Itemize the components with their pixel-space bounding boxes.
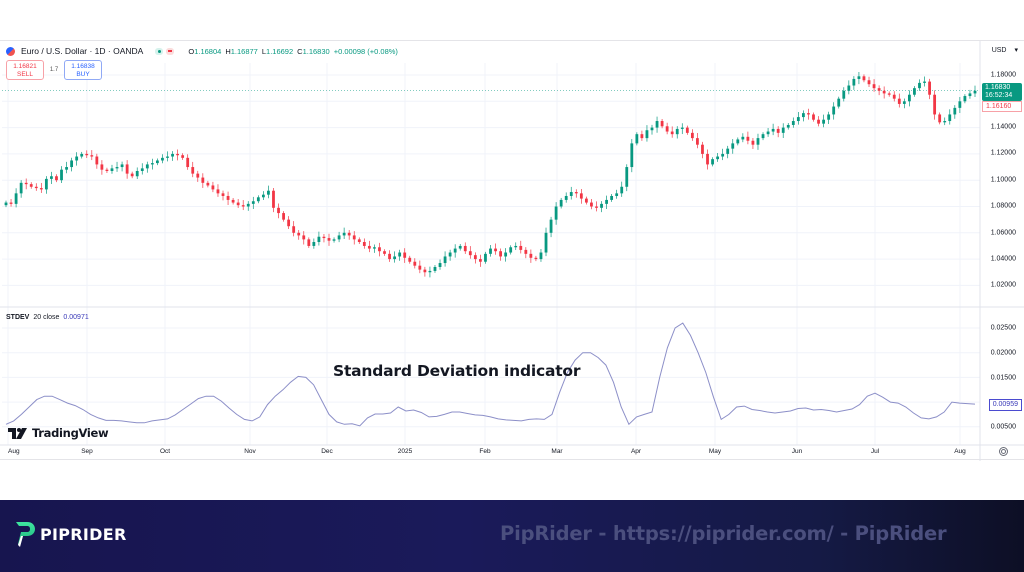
symbol-title[interactable]: Euro / U.S. Dollar · 1D · OANDA xyxy=(21,46,144,56)
time-tick: 2025 xyxy=(397,448,413,455)
price-tick: 1.04000 xyxy=(990,255,1016,263)
footer-banner: PIPRIDER PipRider - https://piprider.com… xyxy=(0,500,1024,572)
price-axis[interactable]: 1.18000 1.14000 1.12000 1.10000 1.08000 … xyxy=(978,41,1024,461)
ohlc-values: O1.16804 H1.16877 L1.16692 C1.16830 +0.0… xyxy=(188,46,398,56)
time-tick: Aug xyxy=(954,448,966,455)
sell-label: SELL xyxy=(17,71,33,78)
stdev-line xyxy=(5,322,976,427)
symbol-header: Euro / U.S. Dollar · 1D · OANDA O1.16804… xyxy=(6,46,398,56)
market-open-icon xyxy=(155,47,164,55)
buy-price: 1.16838 xyxy=(71,63,95,70)
currency-label: USD xyxy=(991,46,1007,54)
indicator-params: 20 close xyxy=(33,314,60,321)
footer-watermark: PipRider - https://piprider.com/ - PipRi… xyxy=(500,522,947,545)
stdev-tick: 0.02500 xyxy=(990,324,1016,332)
buy-label: BUY xyxy=(76,71,90,78)
open-value: 1.16804 xyxy=(194,46,222,56)
piprider-wordmark: PIPRIDER xyxy=(40,524,127,544)
price-tick: 1.18000 xyxy=(990,71,1016,79)
high-value: 1.16877 xyxy=(230,46,258,56)
price-tick: 1.08000 xyxy=(990,202,1016,210)
stdev-tick: 0.02000 xyxy=(990,349,1016,357)
currency-pair-icon xyxy=(6,46,15,56)
price-tick: 1.14000 xyxy=(990,123,1016,131)
time-tick: Feb xyxy=(479,448,491,455)
tradingview-icon xyxy=(8,427,27,439)
trade-panel: 1.16821 SELL 1.7 1.16838 BUY xyxy=(6,60,102,80)
data-delay-icon xyxy=(166,47,175,55)
time-tick: Oct xyxy=(159,448,171,455)
piprider-logo[interactable]: PIPRIDER xyxy=(14,520,127,548)
sell-button[interactable]: 1.16821 SELL xyxy=(6,60,44,80)
time-axis[interactable]: Aug Sep Oct Nov Dec 2025 Feb Mar Apr May Jun Jul Aug xyxy=(0,446,980,460)
chart-annotation: Standard Deviation indicator xyxy=(333,362,581,380)
time-tick: Mar xyxy=(551,448,563,455)
price-tick: 1.12000 xyxy=(990,149,1016,157)
indicator-legend[interactable]: STDEV 20 close 0.00971 xyxy=(6,314,89,321)
close-value: 1.16830 xyxy=(302,46,330,56)
price-tick: 1.06000 xyxy=(990,229,1016,237)
low-value: 1.16692 xyxy=(266,46,294,56)
time-tick: Sep xyxy=(81,448,93,455)
last-price: 1.16830 xyxy=(985,84,1011,91)
spread-value: 1.7 xyxy=(49,67,59,73)
time-tick: Nov xyxy=(244,448,256,455)
tradingview-wordmark: TradingView xyxy=(32,426,109,440)
price-tick: 1.10000 xyxy=(990,176,1016,184)
stdev-tick: 0.00500 xyxy=(990,423,1016,431)
settings-gear-icon[interactable] xyxy=(999,447,1008,456)
time-tick: Dec xyxy=(321,448,333,455)
market-status xyxy=(155,47,175,55)
stdev-tick: 0.01500 xyxy=(990,374,1016,382)
reference-price-tag: 1.16160 xyxy=(982,101,1022,112)
change-value: +0.00098 (+0.08%) xyxy=(333,46,398,56)
indicator-last-value-tag: 0.00959 xyxy=(988,399,1022,411)
candlestick-series xyxy=(4,71,977,278)
buy-button[interactable]: 1.16838 BUY xyxy=(64,60,102,80)
time-tick: Jun xyxy=(791,448,803,455)
chart-canvas[interactable] xyxy=(0,41,1024,461)
indicator-name: STDEV xyxy=(6,314,30,321)
time-tick: May xyxy=(708,448,722,455)
time-tick: Apr xyxy=(630,448,642,455)
chart-frame[interactable]: Euro / U.S. Dollar · 1D · OANDA O1.16804… xyxy=(0,40,1024,461)
last-price-tag: 1.16830 16:52:34 xyxy=(982,83,1022,101)
price-tick: 1.02000 xyxy=(990,281,1016,289)
piprider-logo-icon xyxy=(16,522,35,547)
bar-countdown: 16:52:34 xyxy=(985,92,1013,99)
sell-price: 1.16821 xyxy=(13,63,37,70)
chevron-down-icon: ▾ xyxy=(1014,47,1018,54)
grid-lines xyxy=(2,63,980,445)
currency-dropdown[interactable]: USD ▾ xyxy=(991,46,1018,55)
tradingview-logo[interactable]: TradingView xyxy=(8,426,109,440)
time-tick: Aug xyxy=(8,448,20,455)
indicator-value: 0.00971 xyxy=(63,314,89,321)
time-tick: Jul xyxy=(870,448,880,455)
